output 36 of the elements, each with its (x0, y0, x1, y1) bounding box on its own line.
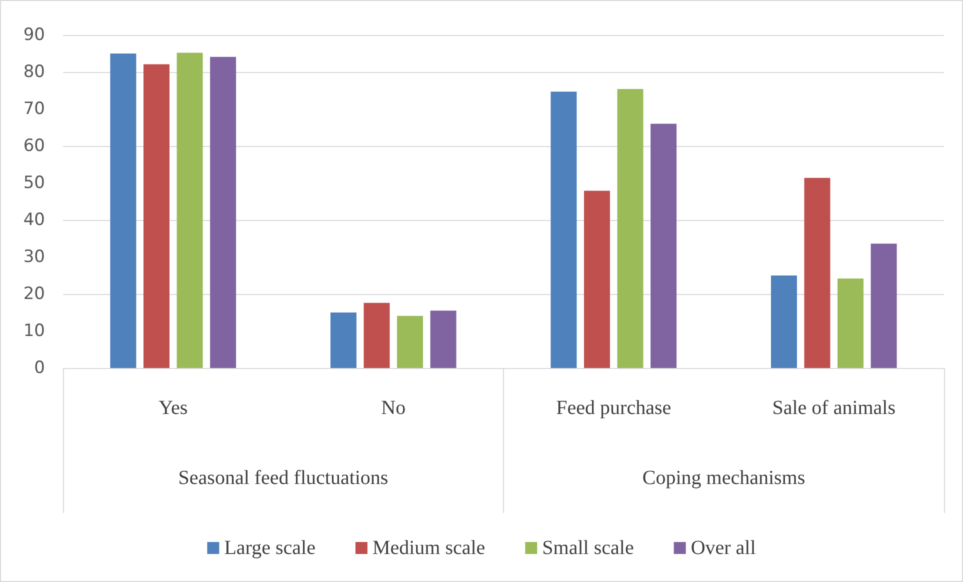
legend-label: Over all (690, 537, 756, 559)
y-tick-label: 40 (23, 210, 45, 230)
bar (650, 124, 677, 368)
bar (210, 56, 236, 368)
x-tick-label: Yes (158, 397, 188, 419)
y-tick-label: 10 (23, 321, 45, 341)
y-tick-label: 90 (23, 25, 45, 45)
y-tick-label: 20 (23, 284, 45, 304)
legend-label: Large scale (224, 537, 316, 559)
y-tick-label: 60 (23, 136, 45, 156)
bar (364, 302, 390, 368)
bar (176, 52, 203, 368)
x-tick-label: No (381, 397, 406, 419)
bar (550, 92, 577, 368)
bar (330, 312, 356, 368)
bar (770, 276, 797, 368)
bar (430, 310, 456, 368)
text: Coping mechanisms (642, 467, 806, 489)
bar (110, 54, 136, 368)
legend-label: Small scale (542, 537, 634, 559)
y-tick-label: 30 (23, 247, 45, 267)
bar (838, 278, 864, 368)
x-tick-label: Feed purchase (556, 397, 672, 419)
x-tick-label: Sale of animals (772, 397, 896, 419)
bar (617, 89, 644, 368)
bar (584, 190, 610, 368)
text: Seasonal feed fluctuations (178, 467, 388, 489)
y-tick-label: 50 (23, 173, 45, 193)
y-tick-label: 70 (23, 99, 45, 119)
y-tick-label: 80 (23, 62, 45, 82)
y-tick-label: 0 (34, 358, 45, 378)
bar (397, 316, 424, 368)
bar (804, 178, 830, 368)
bar (870, 244, 897, 368)
bar (143, 64, 170, 368)
legend-label: Medium scale (372, 537, 486, 559)
